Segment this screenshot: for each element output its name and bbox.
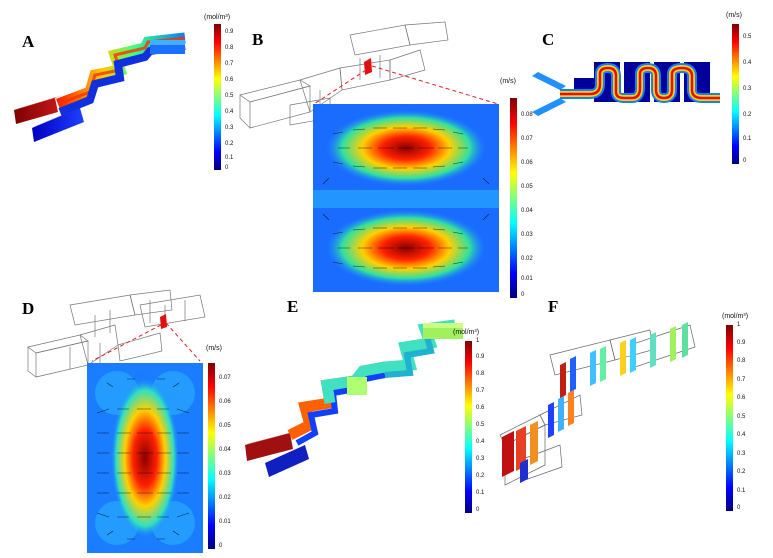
colorbar-tick: 0.05 [219, 423, 231, 429]
colorbar-tick: 1 [476, 338, 479, 344]
colorbar-tick: 0.4 [476, 439, 484, 445]
colorbar-tick: 0.2 [743, 112, 751, 118]
colorbar-tick: 0.7 [737, 377, 745, 383]
colorbar-tick: 0.02 [219, 495, 231, 501]
colorbar-tick: 0.8 [737, 358, 745, 364]
colorbar-tick: 0 [743, 158, 746, 164]
colorbar-tick: 0.3 [476, 456, 484, 462]
panel-e-colorbar [465, 341, 472, 513]
panel-f: F (mol/m [500, 285, 773, 520]
panel-c-colorbar-ticks: 0.5 0.4 0.3 0.2 0.1 0 [743, 24, 767, 164]
colorbar-tick: 1 [737, 322, 740, 328]
colorbar-tick: 0.2 [476, 473, 484, 479]
panel-e: E (mol/m³) 1 0.9 0.8 0.7 0.6 0.5 0.4 0.3… [245, 285, 505, 520]
colorbar-tick: 0.2 [737, 469, 745, 475]
colorbar-tick: 0 [225, 165, 228, 171]
colorbar-tick: 0.1 [737, 488, 745, 494]
colorbar-tick: 0.02 [521, 256, 533, 262]
panel-d-colorbar-ticks: 0.07 0.06 0.05 0.04 0.03 0.02 0.01 0 [219, 363, 243, 549]
colorbar-tick: 0.05 [521, 184, 533, 190]
colorbar-tick: 0.7 [476, 388, 484, 394]
panel-c: C (m/s) 0.5 0.4 0.3 0.2 0.1 0 [520, 0, 773, 180]
panel-b-colorbar [510, 98, 517, 298]
panel-f-colorbar-unit: (mol/m³) [722, 313, 748, 320]
panel-f-colorbar-ticks: 1 0.9 0.8 0.7 0.6 0.5 0.4 0.3 0.2 0.1 0 [737, 325, 761, 511]
panel-d-velocity-field [87, 363, 203, 553]
panel-c-colorbar [732, 24, 739, 164]
colorbar-tick: 0 [737, 505, 740, 511]
colorbar-tick: 0.4 [737, 432, 745, 438]
colorbar-tick: 0.9 [476, 354, 484, 360]
panel-a: A (mol/m³) 0.9 0.8 [0, 0, 250, 180]
panel-a-colorbar [214, 24, 221, 170]
colorbar-tick: 0.04 [521, 208, 533, 214]
colorbar-tick: 0 [219, 543, 222, 549]
colorbar-tick: 0.1 [743, 136, 751, 142]
colorbar-tick: 0.5 [743, 34, 751, 40]
colorbar-tick: 0.5 [476, 422, 484, 428]
colorbar-tick: 0.8 [476, 371, 484, 377]
colorbar-tick: 0.07 [219, 375, 231, 381]
panel-e-colorbar-unit: (mol/m³) [453, 329, 479, 336]
panel-d-colorbar [208, 363, 215, 549]
colorbar-tick: 0.03 [521, 232, 533, 238]
colorbar-tick: 0.01 [219, 519, 231, 525]
colorbar-tick: 0.3 [743, 86, 751, 92]
panel-b-colorbar-unit: (m/s) [500, 78, 516, 85]
colorbar-tick: 0 [476, 507, 479, 513]
panel-a-colorbar-unit: (mol/m³) [204, 14, 230, 21]
colorbar-tick: 0.1 [476, 490, 484, 496]
panel-a-concentration-geometry [0, 0, 250, 180]
colorbar-tick: 0.6 [476, 405, 484, 411]
colorbar-tick: 0.04 [219, 447, 231, 453]
colorbar-tick: 0.01 [521, 276, 533, 282]
panel-c-colorbar-unit: (m/s) [726, 12, 742, 19]
colorbar-tick: 0.9 [737, 340, 745, 346]
colorbar-tick: 0.5 [737, 414, 745, 420]
colorbar-tick: 0.03 [219, 471, 231, 477]
colorbar-tick: 0.6 [737, 395, 745, 401]
panel-d-colorbar-unit: (m/s) [206, 345, 222, 352]
panel-d: D [0, 285, 245, 558]
panel-e-colorbar-ticks: 1 0.9 0.8 0.7 0.6 0.5 0.4 0.3 0.2 0.1 0 [476, 341, 500, 513]
panel-b-velocity-field [313, 104, 499, 292]
colorbar-tick: 0.3 [737, 451, 745, 457]
colorbar-tick: 0.4 [743, 60, 751, 66]
panel-f-colorbar [726, 325, 733, 511]
panel-b: B [230, 0, 545, 300]
colorbar-tick: 0.06 [219, 399, 231, 405]
